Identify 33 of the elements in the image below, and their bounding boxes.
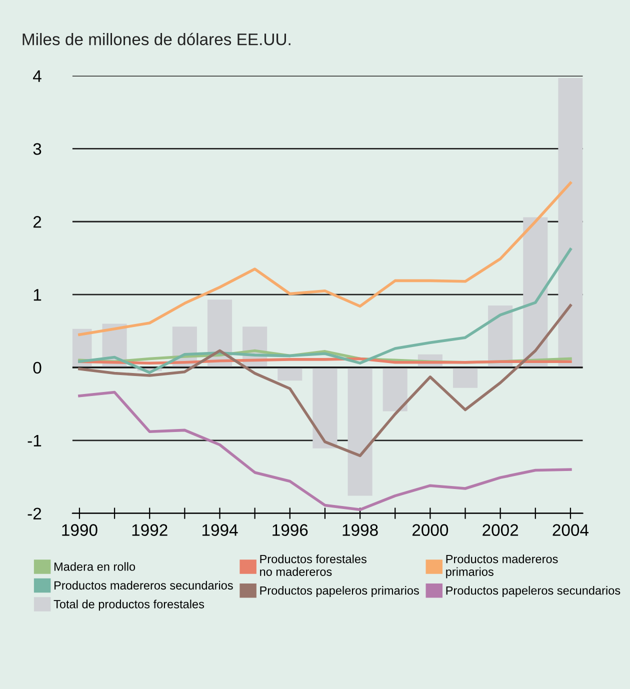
- x-tick-label: 2002: [482, 524, 518, 536]
- bar: [452, 367, 478, 388]
- y-tick-label: -1: [28, 434, 42, 446]
- legend-label: Productos madereros secundarios: [54, 580, 233, 590]
- bar: [558, 78, 583, 368]
- x-tick-label: 2000: [412, 524, 448, 536]
- bar: [382, 367, 408, 412]
- bar: [278, 367, 302, 381]
- line-series: [78, 304, 572, 458]
- line-series: [78, 182, 572, 336]
- y-tick-label: 4: [33, 70, 42, 82]
- legend-label: Productos forestales no madereros: [260, 554, 366, 576]
- bar: [312, 367, 338, 448]
- y-tick-label: 0: [33, 362, 42, 374]
- line-series: [78, 248, 572, 374]
- x-tick-label: 2004: [552, 524, 589, 536]
- legend-label: Productos madereros primarios: [446, 554, 558, 578]
- x-tick-label: 1992: [132, 524, 168, 536]
- x-tick-label: 1996: [272, 524, 308, 536]
- x-tick-label: 1994: [202, 524, 238, 536]
- y-tick-label: 1: [34, 289, 42, 301]
- bar: [348, 367, 372, 496]
- x-tick-label: 1998: [342, 524, 378, 536]
- y-tick-label: 2: [33, 216, 42, 228]
- legend-label: Total de productos forestales: [54, 600, 204, 611]
- y-axis-title: Miles de millones de dólares EE.UU.: [22, 32, 290, 46]
- legend-label: Madera en rollo: [54, 562, 136, 571]
- legend-label: Productos papeleros primarios: [260, 586, 419, 598]
- line-series: [78, 390, 572, 512]
- legend-label: Productos papeleros secundarios: [446, 586, 620, 598]
- y-tick-label: 3: [33, 143, 42, 155]
- x-tick-label: 1990: [62, 524, 98, 536]
- y-tick-label: -2: [28, 508, 42, 520]
